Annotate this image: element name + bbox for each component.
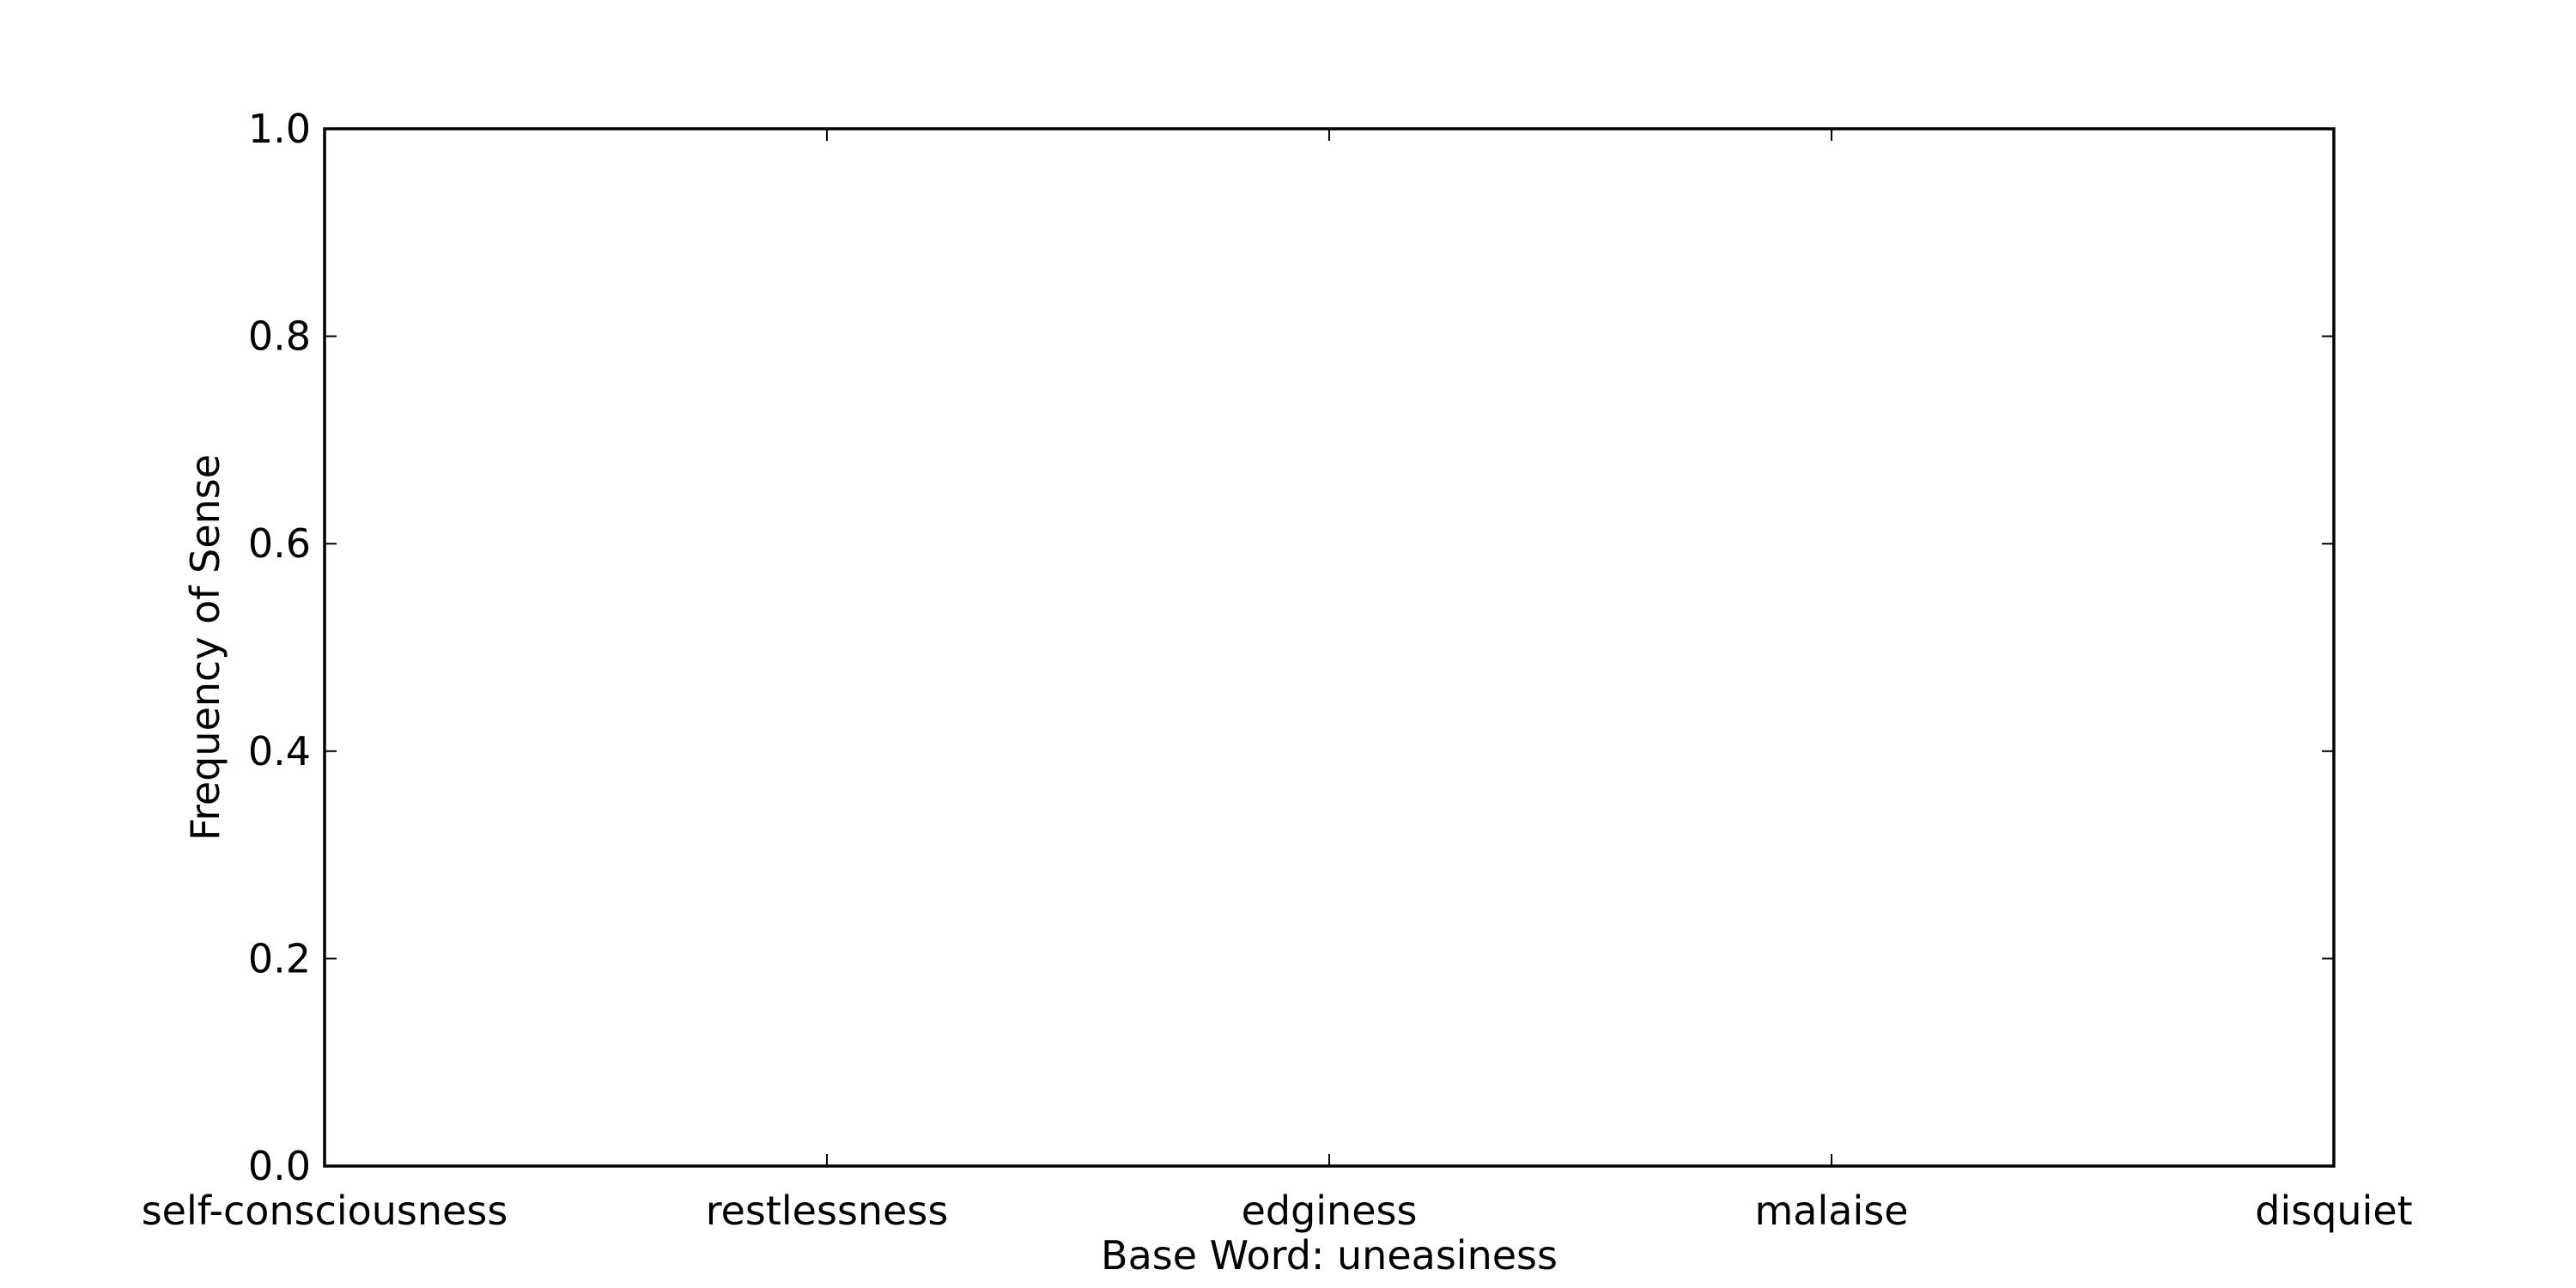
tick-labels: 0.0 0.2 0.4 0.6 0.8 1.0 self-consciousness rest…: [142, 106, 2413, 1234]
x-axis-label: Base Word: uneasiness: [1101, 1232, 1558, 1279]
x-tick-label: edginess: [1242, 1188, 1418, 1234]
plot-frame: [323, 127, 2336, 1168]
y-tick-label: 0.8: [248, 313, 311, 360]
x-tick-label: disquiet: [2255, 1188, 2412, 1234]
y-tick-label: 0.4: [248, 728, 311, 775]
y-tick-label: 0.6: [248, 520, 311, 567]
y-tick-label: 0.0: [248, 1143, 311, 1189]
axis-ticks: [324, 128, 2335, 1167]
x-tick-label: self-consciousness: [142, 1188, 508, 1234]
y-axis-label: Frequency of Sense: [182, 454, 228, 841]
x-tick-label: restlessness: [706, 1188, 949, 1234]
plot-area: [323, 127, 2336, 1168]
y-tick-label: 0.2: [248, 935, 311, 981]
x-tick-label: malaise: [1754, 1188, 1908, 1234]
y-tick-label: 1.0: [248, 106, 311, 152]
